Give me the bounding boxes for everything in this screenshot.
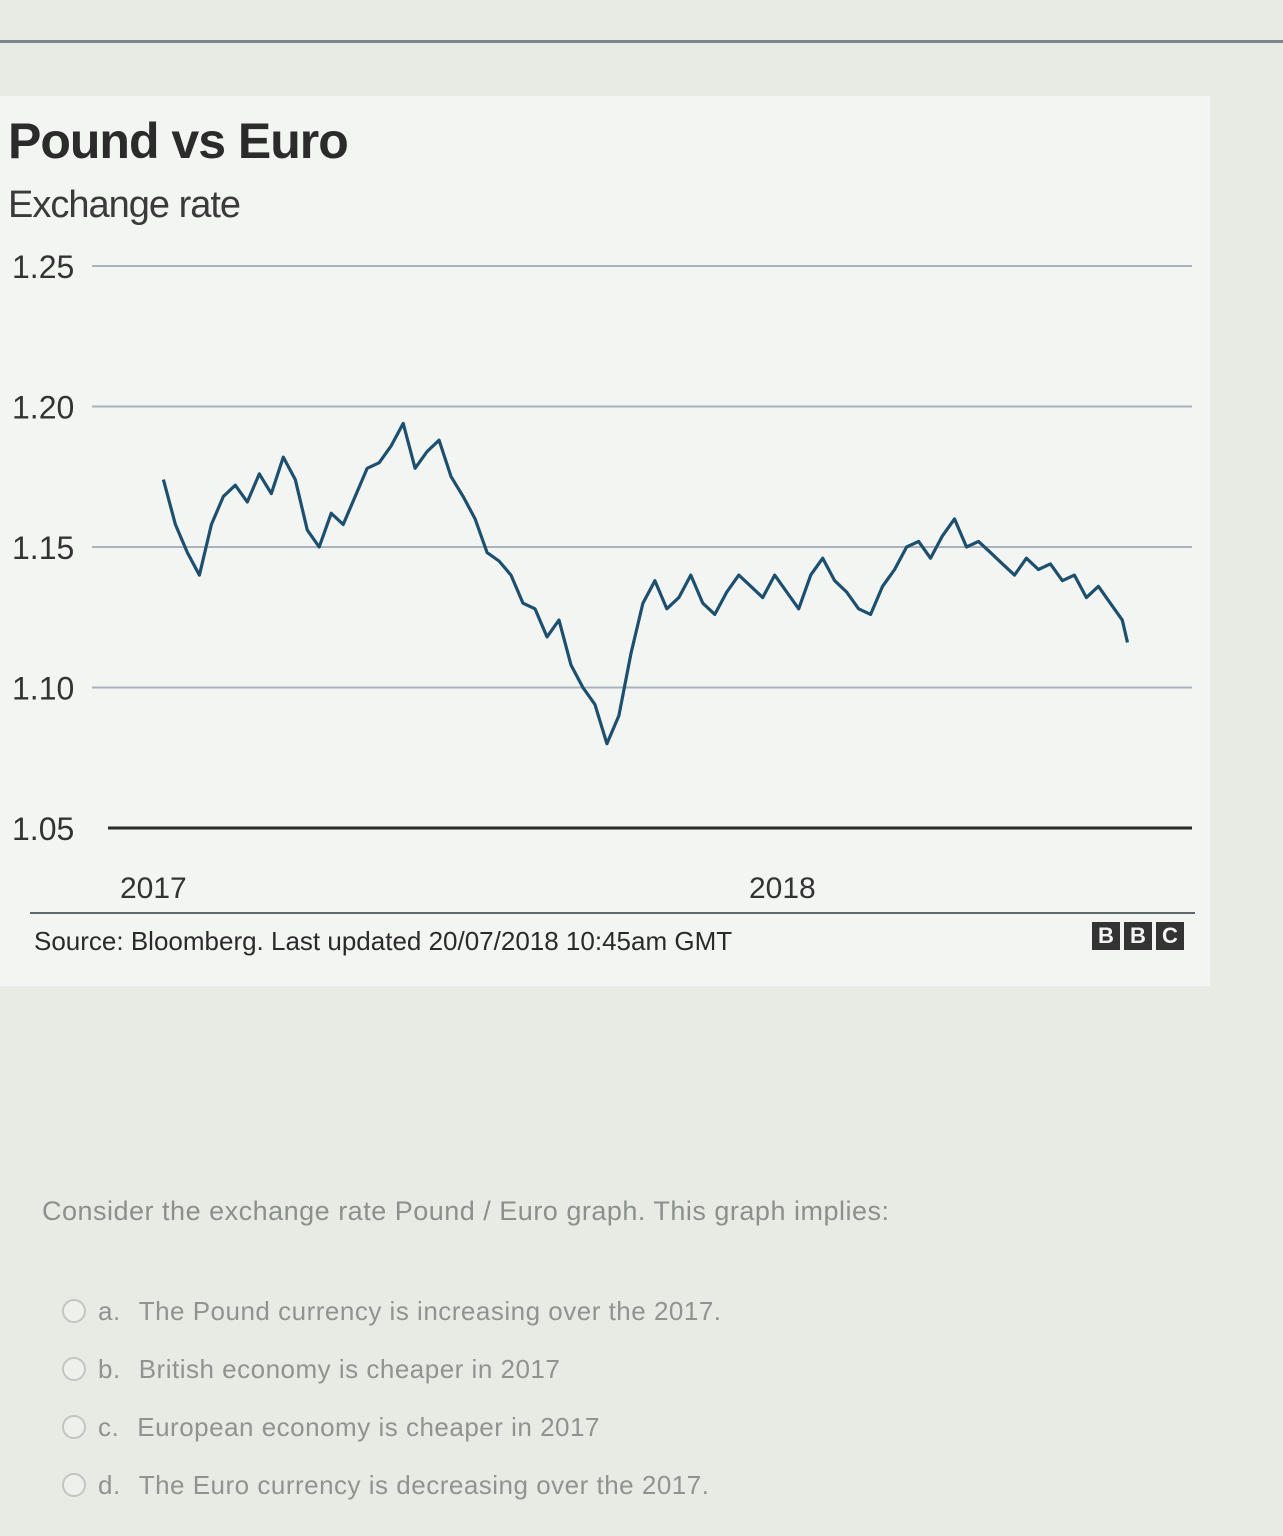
y-tick-label: 1.05 bbox=[12, 811, 74, 847]
y-tick-label: 1.15 bbox=[12, 530, 74, 566]
chart-title: Pound vs Euro bbox=[8, 113, 349, 169]
bbc-logo: B B C bbox=[1092, 922, 1184, 950]
chart-panel bbox=[0, 96, 1210, 986]
option-label: European economy is cheaper in 2017 bbox=[137, 1411, 600, 1442]
option-c[interactable]: c. European economy is cheaper in 2017 bbox=[62, 1398, 722, 1456]
logo-letter: B bbox=[1092, 922, 1120, 950]
answer-options: a. The Pound currency is increasing over… bbox=[62, 1282, 722, 1514]
y-tick-label: 1.10 bbox=[12, 671, 74, 707]
question-text: Consider the exchange rate Pound / Euro … bbox=[42, 1196, 890, 1226]
x-tick-label: 2018 bbox=[749, 872, 816, 905]
y-tick-label: 1.20 bbox=[12, 390, 74, 426]
option-label: The Pound currency is increasing over th… bbox=[138, 1295, 722, 1326]
option-letter: a. bbox=[98, 1295, 121, 1326]
option-d[interactable]: d. The Euro currency is decreasing over … bbox=[62, 1456, 722, 1514]
chart-subtitle: Exchange rate bbox=[8, 184, 241, 226]
option-letter: d. bbox=[98, 1469, 121, 1500]
logo-letter: B bbox=[1124, 922, 1152, 950]
radio-button[interactable] bbox=[62, 1357, 86, 1381]
option-letter: b. bbox=[98, 1353, 121, 1384]
option-label: The Euro currency is decreasing over the… bbox=[138, 1469, 710, 1500]
radio-button[interactable] bbox=[62, 1473, 86, 1497]
logo-letter: C bbox=[1156, 922, 1184, 950]
series-line bbox=[161, 421, 1130, 746]
option-letter: c. bbox=[98, 1411, 120, 1442]
top-divider bbox=[0, 40, 1283, 43]
option-label: British economy is cheaper in 2017 bbox=[138, 1353, 561, 1384]
x-tick-label: 2017 bbox=[120, 872, 187, 905]
y-tick-label: 1.25 bbox=[12, 249, 74, 285]
line-chart: 1.25 1.20 1.15 1.10 1.05 2017 2018 bbox=[12, 249, 1195, 914]
option-b[interactable]: b. British economy is cheaper in 2017 bbox=[62, 1340, 722, 1398]
option-a[interactable]: a. The Pound currency is increasing over… bbox=[62, 1282, 722, 1340]
radio-button[interactable] bbox=[62, 1415, 86, 1439]
radio-button[interactable] bbox=[62, 1299, 86, 1323]
source-note: Source: Bloomberg. Last updated 20/07/20… bbox=[34, 926, 733, 956]
